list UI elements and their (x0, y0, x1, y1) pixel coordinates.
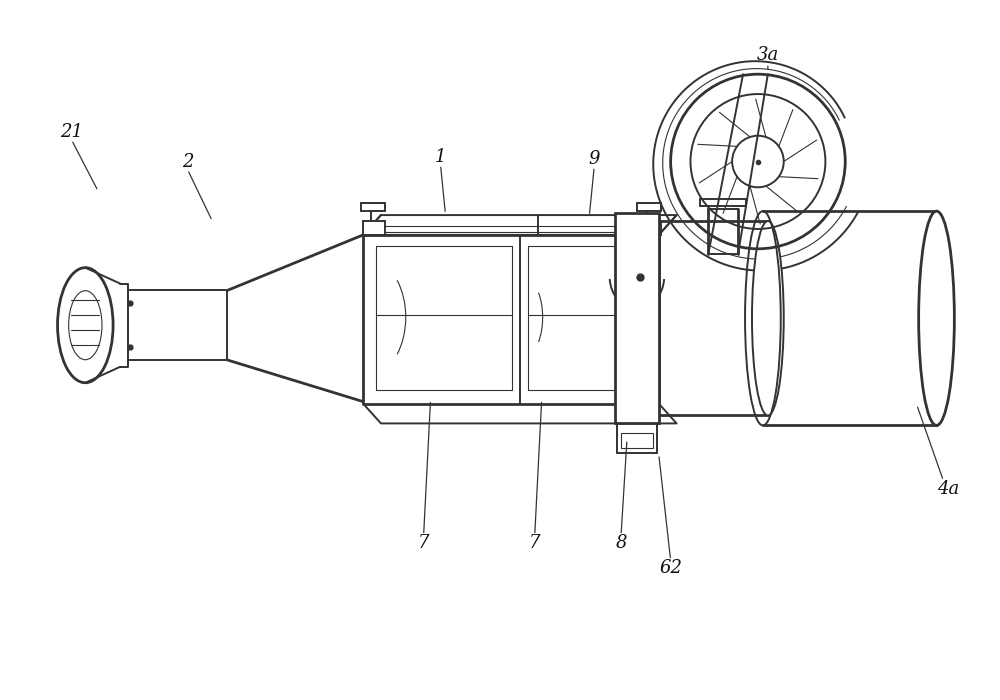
Ellipse shape (919, 211, 954, 426)
Text: 62: 62 (659, 559, 682, 578)
Text: 2: 2 (182, 153, 193, 171)
Bar (621, 433, 653, 448)
Text: 3a: 3a (757, 46, 779, 64)
Text: 8: 8 (615, 535, 627, 552)
Text: 9: 9 (588, 150, 600, 167)
Ellipse shape (752, 221, 784, 416)
Text: 4a: 4a (937, 480, 960, 498)
Bar (623, 321, 635, 326)
Text: 7: 7 (529, 535, 540, 552)
Bar (361, 203, 385, 211)
Bar (623, 302, 635, 307)
Bar (363, 221, 385, 235)
Bar (637, 203, 661, 211)
Bar (615, 213, 659, 424)
Bar (623, 331, 635, 336)
Bar (639, 221, 661, 235)
Text: 1: 1 (435, 148, 446, 165)
Text: 21: 21 (60, 122, 83, 141)
Bar (623, 291, 635, 296)
Text: 7: 7 (418, 535, 429, 552)
Bar (623, 312, 635, 316)
